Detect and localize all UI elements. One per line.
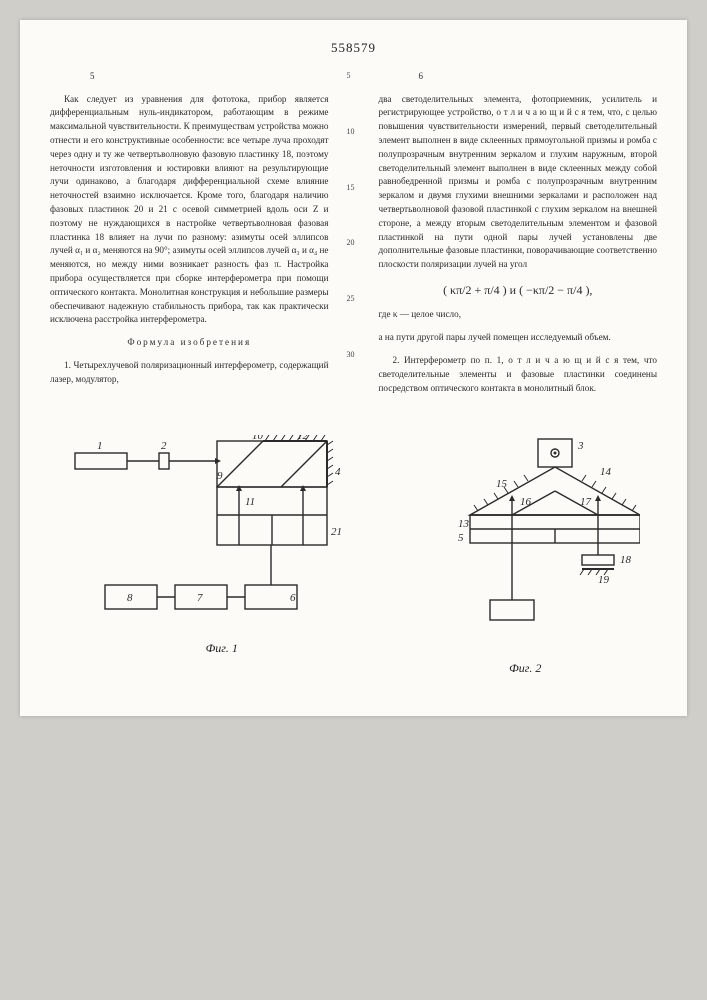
line-num: 30 bbox=[347, 349, 361, 405]
fig2-num: 15 bbox=[496, 478, 508, 490]
line-num: 20 bbox=[347, 237, 361, 293]
page: 558579 5 Как следует из уравнения для фо… bbox=[20, 20, 687, 716]
right-p2: где κ — целое число, bbox=[379, 308, 658, 322]
fig2-num: 13 bbox=[458, 518, 470, 530]
figure-2: 3 14 15 16 17 13 5 18 19 Фиг. 2 bbox=[410, 435, 640, 676]
claim2: 2. Интерферометр по п. 1, о т л и ч а ю … bbox=[379, 354, 658, 395]
fig1-num: 10 bbox=[252, 435, 264, 442]
line-num: 5 bbox=[347, 70, 361, 126]
left-col-number: 5 bbox=[50, 70, 329, 84]
line-num: 25 bbox=[347, 293, 361, 349]
text-columns: 5 Как следует из уравнения для фототока,… bbox=[50, 70, 657, 405]
fig2-num: 19 bbox=[598, 574, 610, 586]
line-num: 10 bbox=[347, 126, 361, 182]
left-column: 5 Как следует из уравнения для фототока,… bbox=[50, 70, 329, 405]
fig2-num: 18 bbox=[620, 554, 632, 566]
right-p1: два светоделительных элемента, фотоприем… bbox=[379, 93, 658, 272]
fig2-num: 16 bbox=[520, 496, 532, 508]
prism-block bbox=[217, 441, 327, 487]
fig1-num: 9 bbox=[217, 470, 223, 482]
figure-1: 1 2 9 10 11 12 4 21 6 7 8 Фиг. 1 bbox=[67, 435, 377, 656]
fig2-num: 17 bbox=[580, 496, 592, 508]
figures-row: 1 2 9 10 11 12 4 21 6 7 8 Фиг. 1 bbox=[50, 435, 657, 676]
fig1-num: 7 bbox=[197, 592, 203, 604]
fig1-label: Фиг. 1 bbox=[67, 641, 377, 656]
box-19 bbox=[490, 600, 534, 620]
modulator bbox=[159, 453, 169, 469]
claim1: 1. Четырехлучевой поляризационный интерф… bbox=[50, 359, 329, 387]
math-formula: ( κπ/2 + π/4 ) и ( −κπ/2 − π/4 ), bbox=[379, 281, 658, 299]
fig1-num: 12 bbox=[297, 435, 309, 442]
fig1-num: 2 bbox=[161, 440, 167, 452]
formula-title: Формула изобретения bbox=[50, 336, 329, 350]
fig1-svg: 1 2 9 10 11 12 4 21 6 7 8 bbox=[67, 435, 377, 635]
left-p1: Как следует из уравнения для фототока, п… bbox=[50, 93, 329, 328]
fig1-num: 6 bbox=[290, 592, 296, 604]
fig1-num: 1 bbox=[97, 440, 103, 452]
right-p3: а на пути другой пары лучей помещен иссл… bbox=[379, 331, 658, 345]
laser-box bbox=[75, 453, 127, 469]
fig1-num: 11 bbox=[245, 496, 255, 508]
fig1-num: 4 bbox=[335, 466, 341, 478]
fig2-num: 3 bbox=[577, 440, 584, 452]
patent-number: 558579 bbox=[50, 40, 657, 56]
right-column: 6 два светоделительных элемента, фотопри… bbox=[379, 70, 658, 405]
fig2-num: 14 bbox=[600, 466, 612, 478]
fig1-num: 21 bbox=[331, 526, 342, 538]
fig1-num: 8 bbox=[127, 592, 133, 604]
block-18 bbox=[582, 555, 614, 565]
fig2-svg: 3 14 15 16 17 13 5 18 19 bbox=[410, 435, 640, 655]
right-col-number: 6 bbox=[379, 70, 658, 84]
fig2-num: 5 bbox=[458, 532, 464, 544]
line-number-gutter: 5 10 15 20 25 30 bbox=[347, 70, 361, 405]
fig2-label: Фиг. 2 bbox=[410, 661, 640, 676]
line-num: 15 bbox=[347, 182, 361, 238]
